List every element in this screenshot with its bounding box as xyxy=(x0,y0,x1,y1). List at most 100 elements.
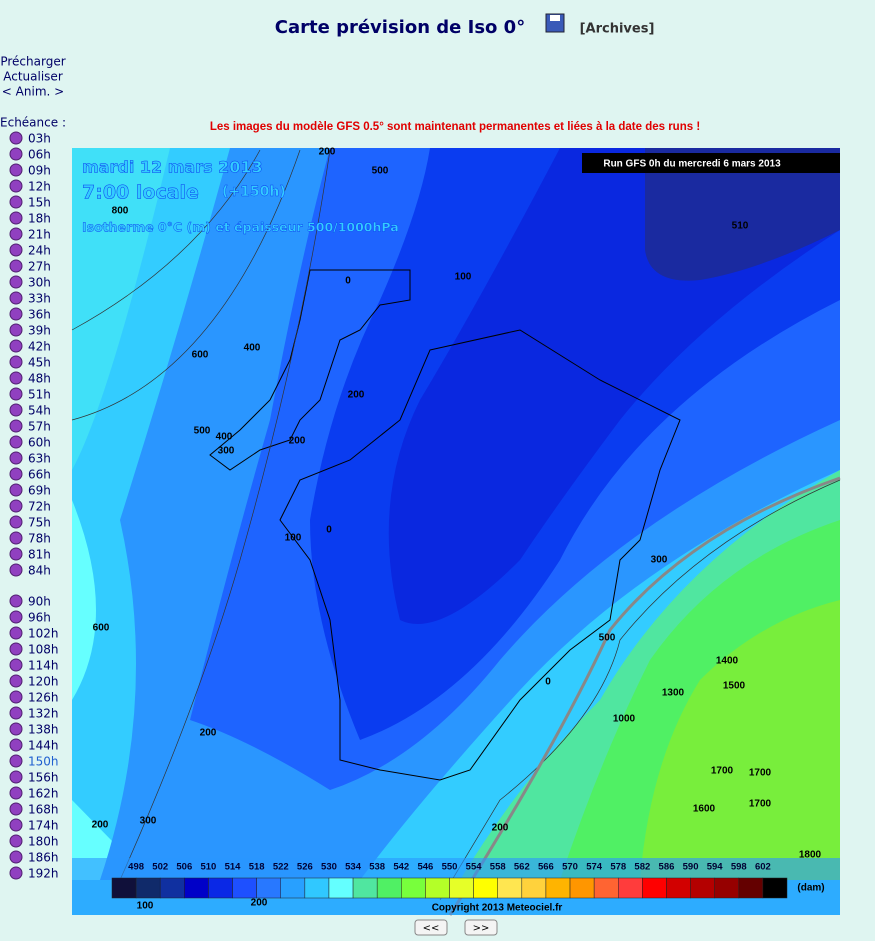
hour-link[interactable]: 192h xyxy=(28,867,59,881)
hour-bullet[interactable] xyxy=(9,738,23,752)
hour-bullet[interactable] xyxy=(9,626,23,640)
hour-link[interactable]: 54h xyxy=(28,404,51,418)
hour-bullet[interactable] xyxy=(9,786,23,800)
hour-bullet[interactable] xyxy=(9,722,23,736)
hour-link[interactable]: 162h xyxy=(28,787,59,801)
hour-bullet[interactable] xyxy=(9,131,23,145)
save-icon[interactable] xyxy=(545,13,565,33)
hour-link[interactable]: 48h xyxy=(28,372,51,386)
hour-bullet[interactable] xyxy=(9,195,23,209)
hour-bullet[interactable] xyxy=(9,834,23,848)
hour-link[interactable]: 36h xyxy=(28,308,51,322)
hour-bullet[interactable] xyxy=(9,147,23,161)
hour-bullet[interactable] xyxy=(9,563,23,577)
hour-bullet[interactable] xyxy=(9,642,23,656)
hour-link[interactable]: 42h xyxy=(28,340,51,354)
hour-link[interactable]: 78h xyxy=(28,532,51,546)
hour-link[interactable]: 18h xyxy=(28,212,51,226)
hour-link[interactable]: 84h xyxy=(28,564,51,578)
hour-bullet[interactable] xyxy=(9,850,23,864)
hour-link[interactable]: 66h xyxy=(28,468,51,482)
hour-bullet[interactable] xyxy=(9,610,23,624)
hour-bullet[interactable] xyxy=(9,674,23,688)
hour-link[interactable]: 21h xyxy=(28,228,51,242)
hour-bullet[interactable] xyxy=(9,163,23,177)
hour-link[interactable]: 114h xyxy=(28,659,59,673)
hour-bullet[interactable] xyxy=(9,259,23,273)
hour-link[interactable]: 168h xyxy=(28,803,59,817)
hour-link[interactable]: 96h xyxy=(28,611,51,625)
nav-prev[interactable]: << xyxy=(414,919,448,936)
hour-link[interactable]: 186h xyxy=(28,851,59,865)
sidebar-control[interactable]: Précharger xyxy=(0,55,65,69)
hour-bullet[interactable] xyxy=(9,499,23,513)
hour-link[interactable]: 120h xyxy=(28,675,59,689)
hour-link[interactable]: 60h xyxy=(28,436,51,450)
hour-bullet[interactable] xyxy=(9,690,23,704)
hour-link[interactable]: 138h xyxy=(28,723,59,737)
hour-link[interactable]: 12h xyxy=(28,180,51,194)
hour-link[interactable]: 09h xyxy=(28,164,51,178)
hour-link[interactable]: 15h xyxy=(28,196,51,210)
hour-bullet[interactable] xyxy=(9,307,23,321)
hour-link[interactable]: 24h xyxy=(28,244,51,258)
hour-bullet[interactable] xyxy=(9,547,23,561)
hour-link[interactable]: 69h xyxy=(28,484,51,498)
hour-bullet[interactable] xyxy=(9,451,23,465)
archives-link[interactable]: [Archives] xyxy=(580,22,655,37)
hour-link[interactable]: 150h xyxy=(28,755,59,769)
hour-link[interactable]: 174h xyxy=(28,819,59,833)
hour-link[interactable]: 75h xyxy=(28,516,51,530)
hour-bullet[interactable] xyxy=(9,403,23,417)
hour-bullet[interactable] xyxy=(9,387,23,401)
hour-bullet[interactable] xyxy=(9,227,23,241)
hour-link[interactable]: 72h xyxy=(28,500,51,514)
hour-bullet[interactable] xyxy=(9,818,23,832)
hour-bullet[interactable] xyxy=(9,275,23,289)
hour-link[interactable]: 33h xyxy=(28,292,51,306)
hour-bullet[interactable] xyxy=(9,802,23,816)
hour-link[interactable]: 180h xyxy=(28,835,59,849)
sidebar-control[interactable]: < Anim. > xyxy=(2,85,64,99)
hour-bullet[interactable] xyxy=(9,371,23,385)
hour-link[interactable]: 63h xyxy=(28,452,51,466)
hour-link[interactable]: 81h xyxy=(28,548,51,562)
hour-bullet[interactable] xyxy=(9,323,23,337)
hour-bullet[interactable] xyxy=(9,211,23,225)
hour-bullet[interactable] xyxy=(9,483,23,497)
nav-next[interactable]: >> xyxy=(464,919,498,936)
hour-link[interactable]: 45h xyxy=(28,356,51,370)
hour-bullet[interactable] xyxy=(9,243,23,257)
hour-link[interactable]: 57h xyxy=(28,420,51,434)
hour-link[interactable]: 90h xyxy=(28,595,51,609)
scale-label: 502 xyxy=(152,862,168,873)
hour-bullet[interactable] xyxy=(9,291,23,305)
hour-bullet[interactable] xyxy=(9,770,23,784)
hour-bullet[interactable] xyxy=(9,435,23,449)
hour-link[interactable]: 108h xyxy=(28,643,59,657)
hour-bullet[interactable] xyxy=(9,355,23,369)
hour-bullet[interactable] xyxy=(9,594,23,608)
hour-link[interactable]: 156h xyxy=(28,771,59,785)
hour-link[interactable]: 30h xyxy=(28,276,51,290)
hour-link[interactable]: 06h xyxy=(28,148,51,162)
hour-link[interactable]: 27h xyxy=(28,260,51,274)
hour-link[interactable]: 03h xyxy=(28,132,51,146)
hour-link[interactable]: 144h xyxy=(28,739,59,753)
hour-link[interactable]: 39h xyxy=(28,324,51,338)
hour-bullet[interactable] xyxy=(9,339,23,353)
hour-bullet[interactable] xyxy=(9,467,23,481)
hour-bullet[interactable] xyxy=(9,419,23,433)
hour-bullet[interactable] xyxy=(9,658,23,672)
hour-bullet[interactable] xyxy=(9,515,23,529)
hour-link[interactable]: 102h xyxy=(28,627,59,641)
hour-link[interactable]: 51h xyxy=(28,388,51,402)
hour-bullet[interactable] xyxy=(9,866,23,880)
hour-link[interactable]: 126h xyxy=(28,691,59,705)
hour-bullet[interactable] xyxy=(9,706,23,720)
hour-link[interactable]: 132h xyxy=(28,707,59,721)
hour-bullet[interactable] xyxy=(9,531,23,545)
hour-bullet[interactable] xyxy=(9,754,23,768)
sidebar-control[interactable]: Actualiser xyxy=(3,70,63,84)
hour-bullet[interactable] xyxy=(9,179,23,193)
